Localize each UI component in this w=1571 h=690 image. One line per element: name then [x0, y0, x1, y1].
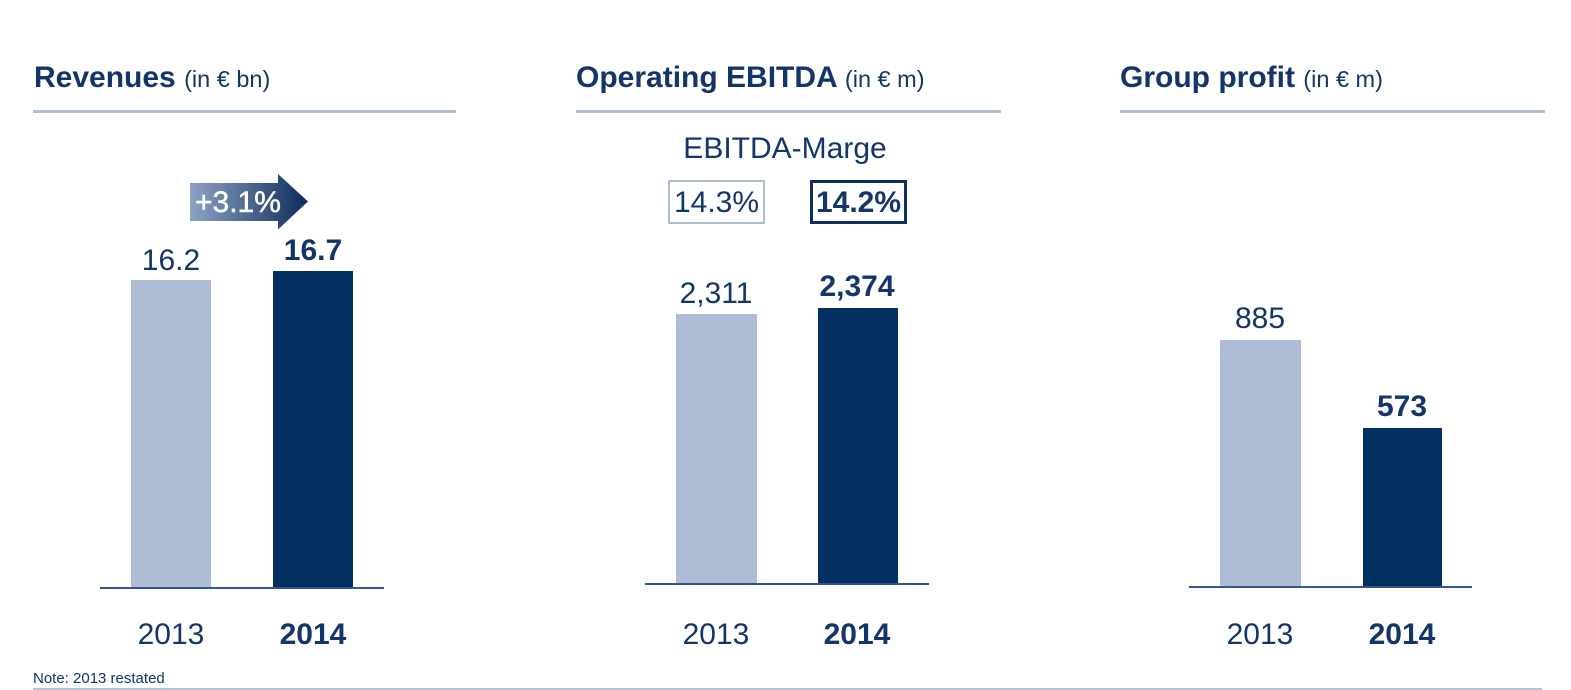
svg-text:+3.1%: +3.1% [195, 186, 281, 219]
